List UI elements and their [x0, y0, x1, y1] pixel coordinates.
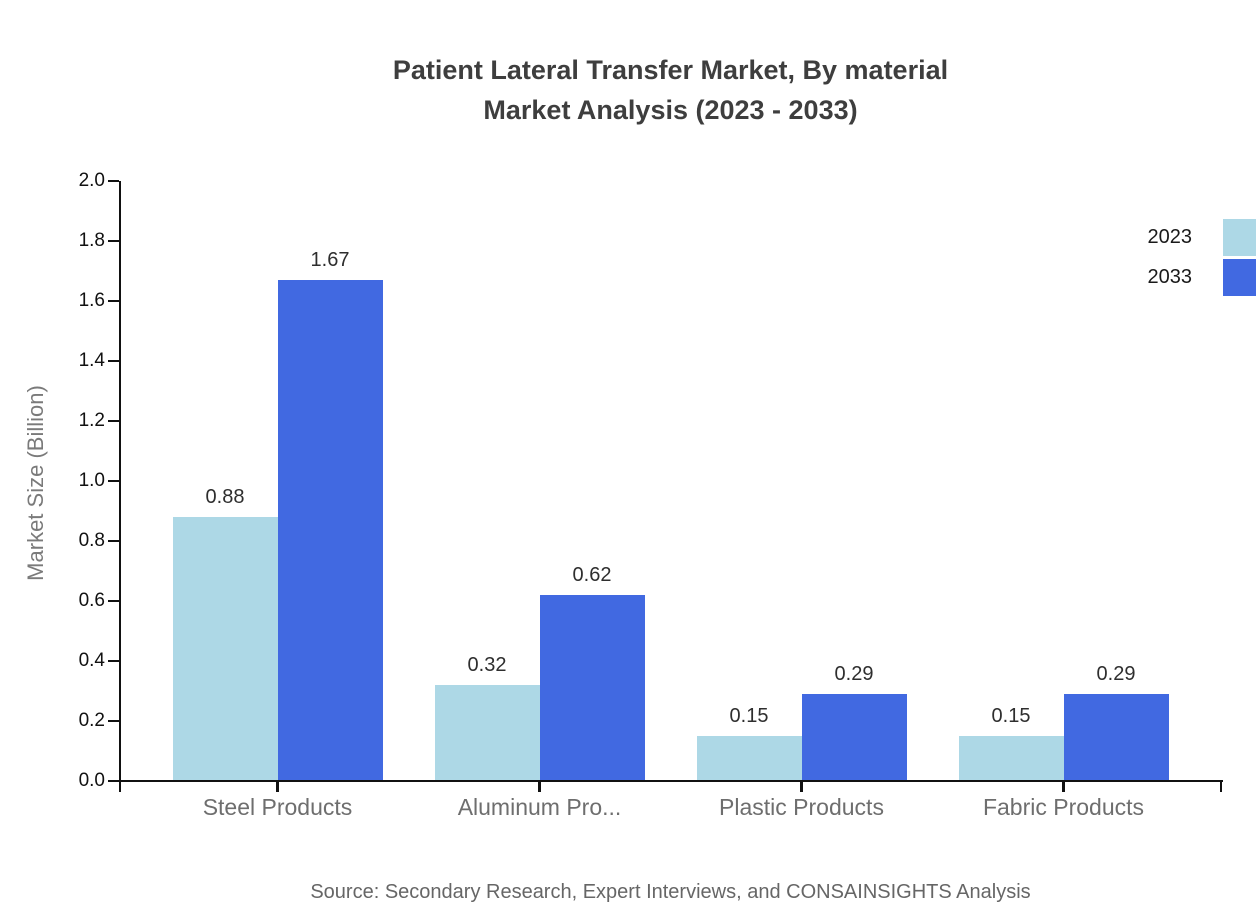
bar-value-label: 0.15 [729, 705, 769, 727]
legend-item-2023: 2023 [1147, 219, 1256, 256]
legend-swatch-2033 [1223, 259, 1256, 296]
legend: 2023 2033 [1147, 219, 1256, 296]
legend-item-2033: 2033 [1147, 259, 1256, 296]
source-note: Source: Secondary Research, Expert Inter… [310, 881, 1031, 903]
y-axis-tick [108, 299, 119, 303]
y-axis-tick [108, 479, 119, 483]
y-axis-tick-label: 0.8 [78, 530, 105, 551]
bar-2033-plastic-products [801, 694, 907, 781]
bar-value-label: 0.88 [205, 486, 245, 508]
y-axis-tick [108, 719, 119, 723]
bar-value-label: 0.62 [572, 564, 612, 586]
y-axis-tick-label: 1.2 [78, 410, 105, 431]
y-axis-tick [108, 539, 119, 543]
y-axis-tick-label: 2.0 [78, 170, 105, 191]
chart-title-line2: Market Analysis (2023 - 2033) [483, 95, 858, 125]
bar-2023-plastic-products [696, 736, 802, 781]
y-axis-tick [108, 179, 119, 183]
x-axis-line [118, 779, 1223, 782]
bar-value-label: 1.67 [310, 249, 350, 271]
y-axis-line [118, 181, 121, 792]
y-axis-tick [108, 419, 119, 423]
x-axis-end-tick [1219, 781, 1223, 792]
legend-swatch-2023 [1223, 219, 1256, 256]
legend-label-2033: 2033 [1147, 266, 1193, 288]
chart-title-line1: Patient Lateral Transfer Market, By mate… [392, 55, 949, 85]
bar-value-label: 0.15 [991, 705, 1031, 727]
bar-2023-fabric-products [958, 736, 1064, 781]
y-axis-tick-label: 0.6 [78, 590, 105, 611]
chart-title: Patient Lateral Transfer Market, By mate… [120, 50, 1221, 130]
y-axis-tick-label: 0.4 [78, 650, 105, 671]
legend-label-2023: 2023 [1147, 226, 1193, 248]
x-axis-category-label: Steel Products [202, 794, 353, 820]
y-axis-tick-label: 1.6 [78, 290, 105, 311]
y-axis-tick-label: 1.0 [78, 470, 105, 491]
y-axis-tick [108, 359, 119, 363]
y-axis-tick [108, 659, 119, 663]
bar-2033-steel-products [277, 280, 383, 781]
x-axis-tick [1062, 781, 1065, 792]
y-axis-tick-label: 1.4 [78, 350, 105, 371]
x-axis-category-label: Aluminum Pro... [457, 794, 622, 820]
bar-2033-aluminum-pro [539, 595, 645, 781]
y-axis-tick [108, 779, 119, 783]
bar-2023-steel-products [172, 517, 278, 781]
x-axis-tick [276, 781, 279, 792]
bar-2033-fabric-products [1063, 694, 1169, 781]
y-axis-tick-label: 1.8 [78, 230, 105, 251]
x-axis-category-label: Plastic Products [719, 794, 884, 820]
x-axis-tick [538, 781, 541, 792]
y-axis-tick [108, 599, 119, 603]
y-axis-tick-label: 0.0 [78, 770, 105, 791]
bar-value-label: 0.29 [1096, 663, 1136, 685]
bar-value-label: 0.29 [834, 663, 874, 685]
x-axis-category-label: Fabric Products [982, 794, 1145, 820]
x-axis-tick [800, 781, 803, 792]
bar-value-label: 0.32 [467, 654, 507, 676]
y-axis-tick-label: 0.2 [78, 710, 105, 731]
bar-2023-aluminum-pro [434, 685, 540, 781]
y-axis-tick [108, 239, 119, 243]
